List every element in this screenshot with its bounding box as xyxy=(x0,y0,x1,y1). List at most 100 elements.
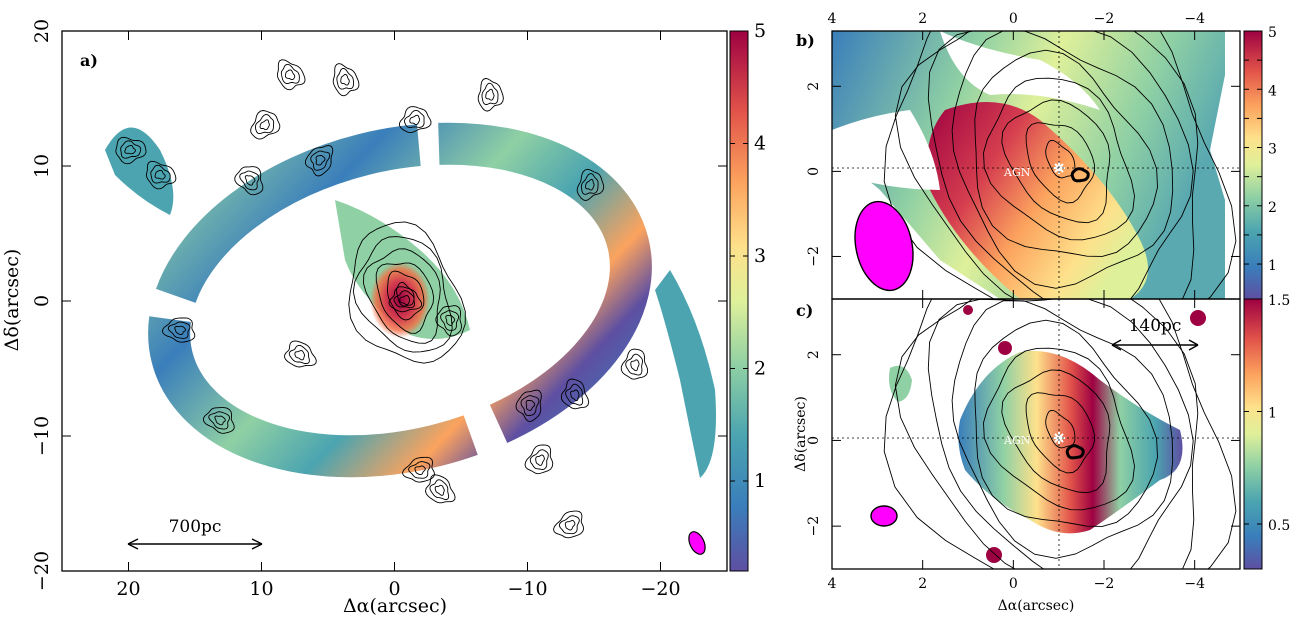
contour-line xyxy=(332,63,360,97)
contour-line xyxy=(202,407,235,434)
colorbar-tick-label: 1 xyxy=(1268,406,1277,422)
beam-a xyxy=(688,531,706,555)
contour-line xyxy=(535,454,545,466)
panel-c-blob-3 xyxy=(1190,310,1206,326)
x-tick-label: −4 xyxy=(1184,576,1205,592)
panel-b-gap2 xyxy=(940,31,1100,110)
contour-line xyxy=(425,474,456,504)
contour-line xyxy=(1025,122,1095,204)
colorbar-tick-label: 2 xyxy=(1268,200,1277,216)
contour-line xyxy=(558,515,580,535)
y-tick-label: 0 xyxy=(806,167,822,176)
y-tick-label: −10 xyxy=(31,416,53,456)
outer-ring-emission xyxy=(148,122,652,478)
contour-line xyxy=(336,68,354,90)
panel-c-blob-4 xyxy=(986,547,1002,563)
contour-line xyxy=(560,378,590,410)
x-tick-label: −20 xyxy=(640,578,680,600)
contour-line xyxy=(951,300,1174,559)
panel-c-blob-1 xyxy=(889,365,912,402)
x-tick-label: 0 xyxy=(1009,576,1018,592)
contour-line xyxy=(883,31,1237,299)
x-tick-label: −10 xyxy=(507,578,547,600)
contour-line xyxy=(304,145,334,177)
x-tick-label: 10 xyxy=(249,578,273,600)
contour-line xyxy=(414,465,426,476)
contour-line xyxy=(348,221,466,364)
contour-line xyxy=(208,411,231,430)
panel-b-map xyxy=(832,31,1240,299)
panel-c: 4 2 0 −2 −4 2 0 −2 0.5 1 1.5 c) AGN 140pc Δα(arcs… xyxy=(793,293,1290,614)
contour-line xyxy=(951,31,1174,289)
contour-line xyxy=(553,510,585,539)
contour-line xyxy=(161,317,196,343)
contour-line xyxy=(154,169,166,180)
colorbar-tick-label: 4 xyxy=(754,133,766,155)
panel-b-emission-hot xyxy=(927,102,1148,299)
contour-line xyxy=(983,347,1135,511)
contour-line xyxy=(580,173,599,195)
contour-line xyxy=(115,136,147,165)
colorbar-tick-label: 4 xyxy=(1268,83,1277,99)
scale-bar-c xyxy=(1111,339,1199,351)
panel-b-ticks: 4 2 0 −2 −4 2 0 −2 xyxy=(806,11,1240,299)
xlabel-c: Δα(arcsec) xyxy=(998,598,1075,614)
contour-line xyxy=(570,389,580,402)
contours-b xyxy=(883,31,1237,299)
contour-line xyxy=(585,178,595,191)
ylabel-c: Δδ(arcsec) xyxy=(793,396,809,472)
contour-line xyxy=(244,175,256,186)
contour-line xyxy=(515,389,542,422)
contour-line xyxy=(1065,444,1085,460)
contour-line xyxy=(894,299,1199,569)
colorbar-b xyxy=(1243,30,1263,300)
colorbar-tick-label: 1.5 xyxy=(1268,293,1290,309)
colorbar-tick-label: 0.5 xyxy=(1268,518,1290,534)
contour-line xyxy=(974,319,1158,527)
contour-line xyxy=(239,170,260,191)
scale-bar-label-c: 140pc xyxy=(1129,316,1182,336)
contour-line xyxy=(340,73,350,86)
panel-c-frame xyxy=(831,298,1241,570)
contour-line xyxy=(1001,99,1111,224)
contour-line xyxy=(174,325,186,336)
contour-line xyxy=(576,168,605,201)
contour-line xyxy=(310,150,331,171)
scale-bar-label-a: 700pc xyxy=(169,517,222,537)
xlabel-a: Δα(arcsec) xyxy=(343,595,447,617)
y-tick-label: 10 xyxy=(31,154,53,178)
contour-line xyxy=(280,63,300,84)
panel-tag-b: b) xyxy=(796,31,815,50)
contour-line xyxy=(625,353,643,376)
contour-line xyxy=(525,399,536,411)
arm-segment-ne xyxy=(105,127,174,215)
y-tick-label: −2 xyxy=(806,516,822,537)
contour-line xyxy=(145,160,177,190)
contour-line xyxy=(315,155,326,166)
agn-label-c: AGN xyxy=(1003,434,1031,447)
colorbar-tick-label: 5 xyxy=(754,20,766,42)
agn-label-b: AGN xyxy=(1003,166,1031,179)
contour-line xyxy=(409,114,421,125)
y-tick-label: 2 xyxy=(806,82,822,91)
contour-line xyxy=(363,248,441,344)
contour-line xyxy=(120,140,142,159)
ylabel-a: Δδ(arcsec) xyxy=(1,249,23,352)
contour-line xyxy=(284,69,296,81)
contour-line xyxy=(1001,369,1111,494)
contour-line xyxy=(429,479,450,501)
contour-line xyxy=(124,144,136,155)
contour-line xyxy=(352,236,453,353)
panel-c-emission xyxy=(958,350,1183,534)
contour-line xyxy=(983,77,1135,241)
x-tick-label: −2 xyxy=(1094,576,1115,592)
contour-line xyxy=(387,270,425,321)
contour-line xyxy=(565,383,584,406)
panel-c-ticks: 4 2 0 −2 −4 2 0 −2 xyxy=(806,299,1240,592)
contour-line xyxy=(214,415,226,426)
contour-line xyxy=(481,82,499,105)
x-tick-label: 0 xyxy=(388,578,400,600)
contour-line xyxy=(288,344,310,365)
contour-line xyxy=(927,299,1194,569)
